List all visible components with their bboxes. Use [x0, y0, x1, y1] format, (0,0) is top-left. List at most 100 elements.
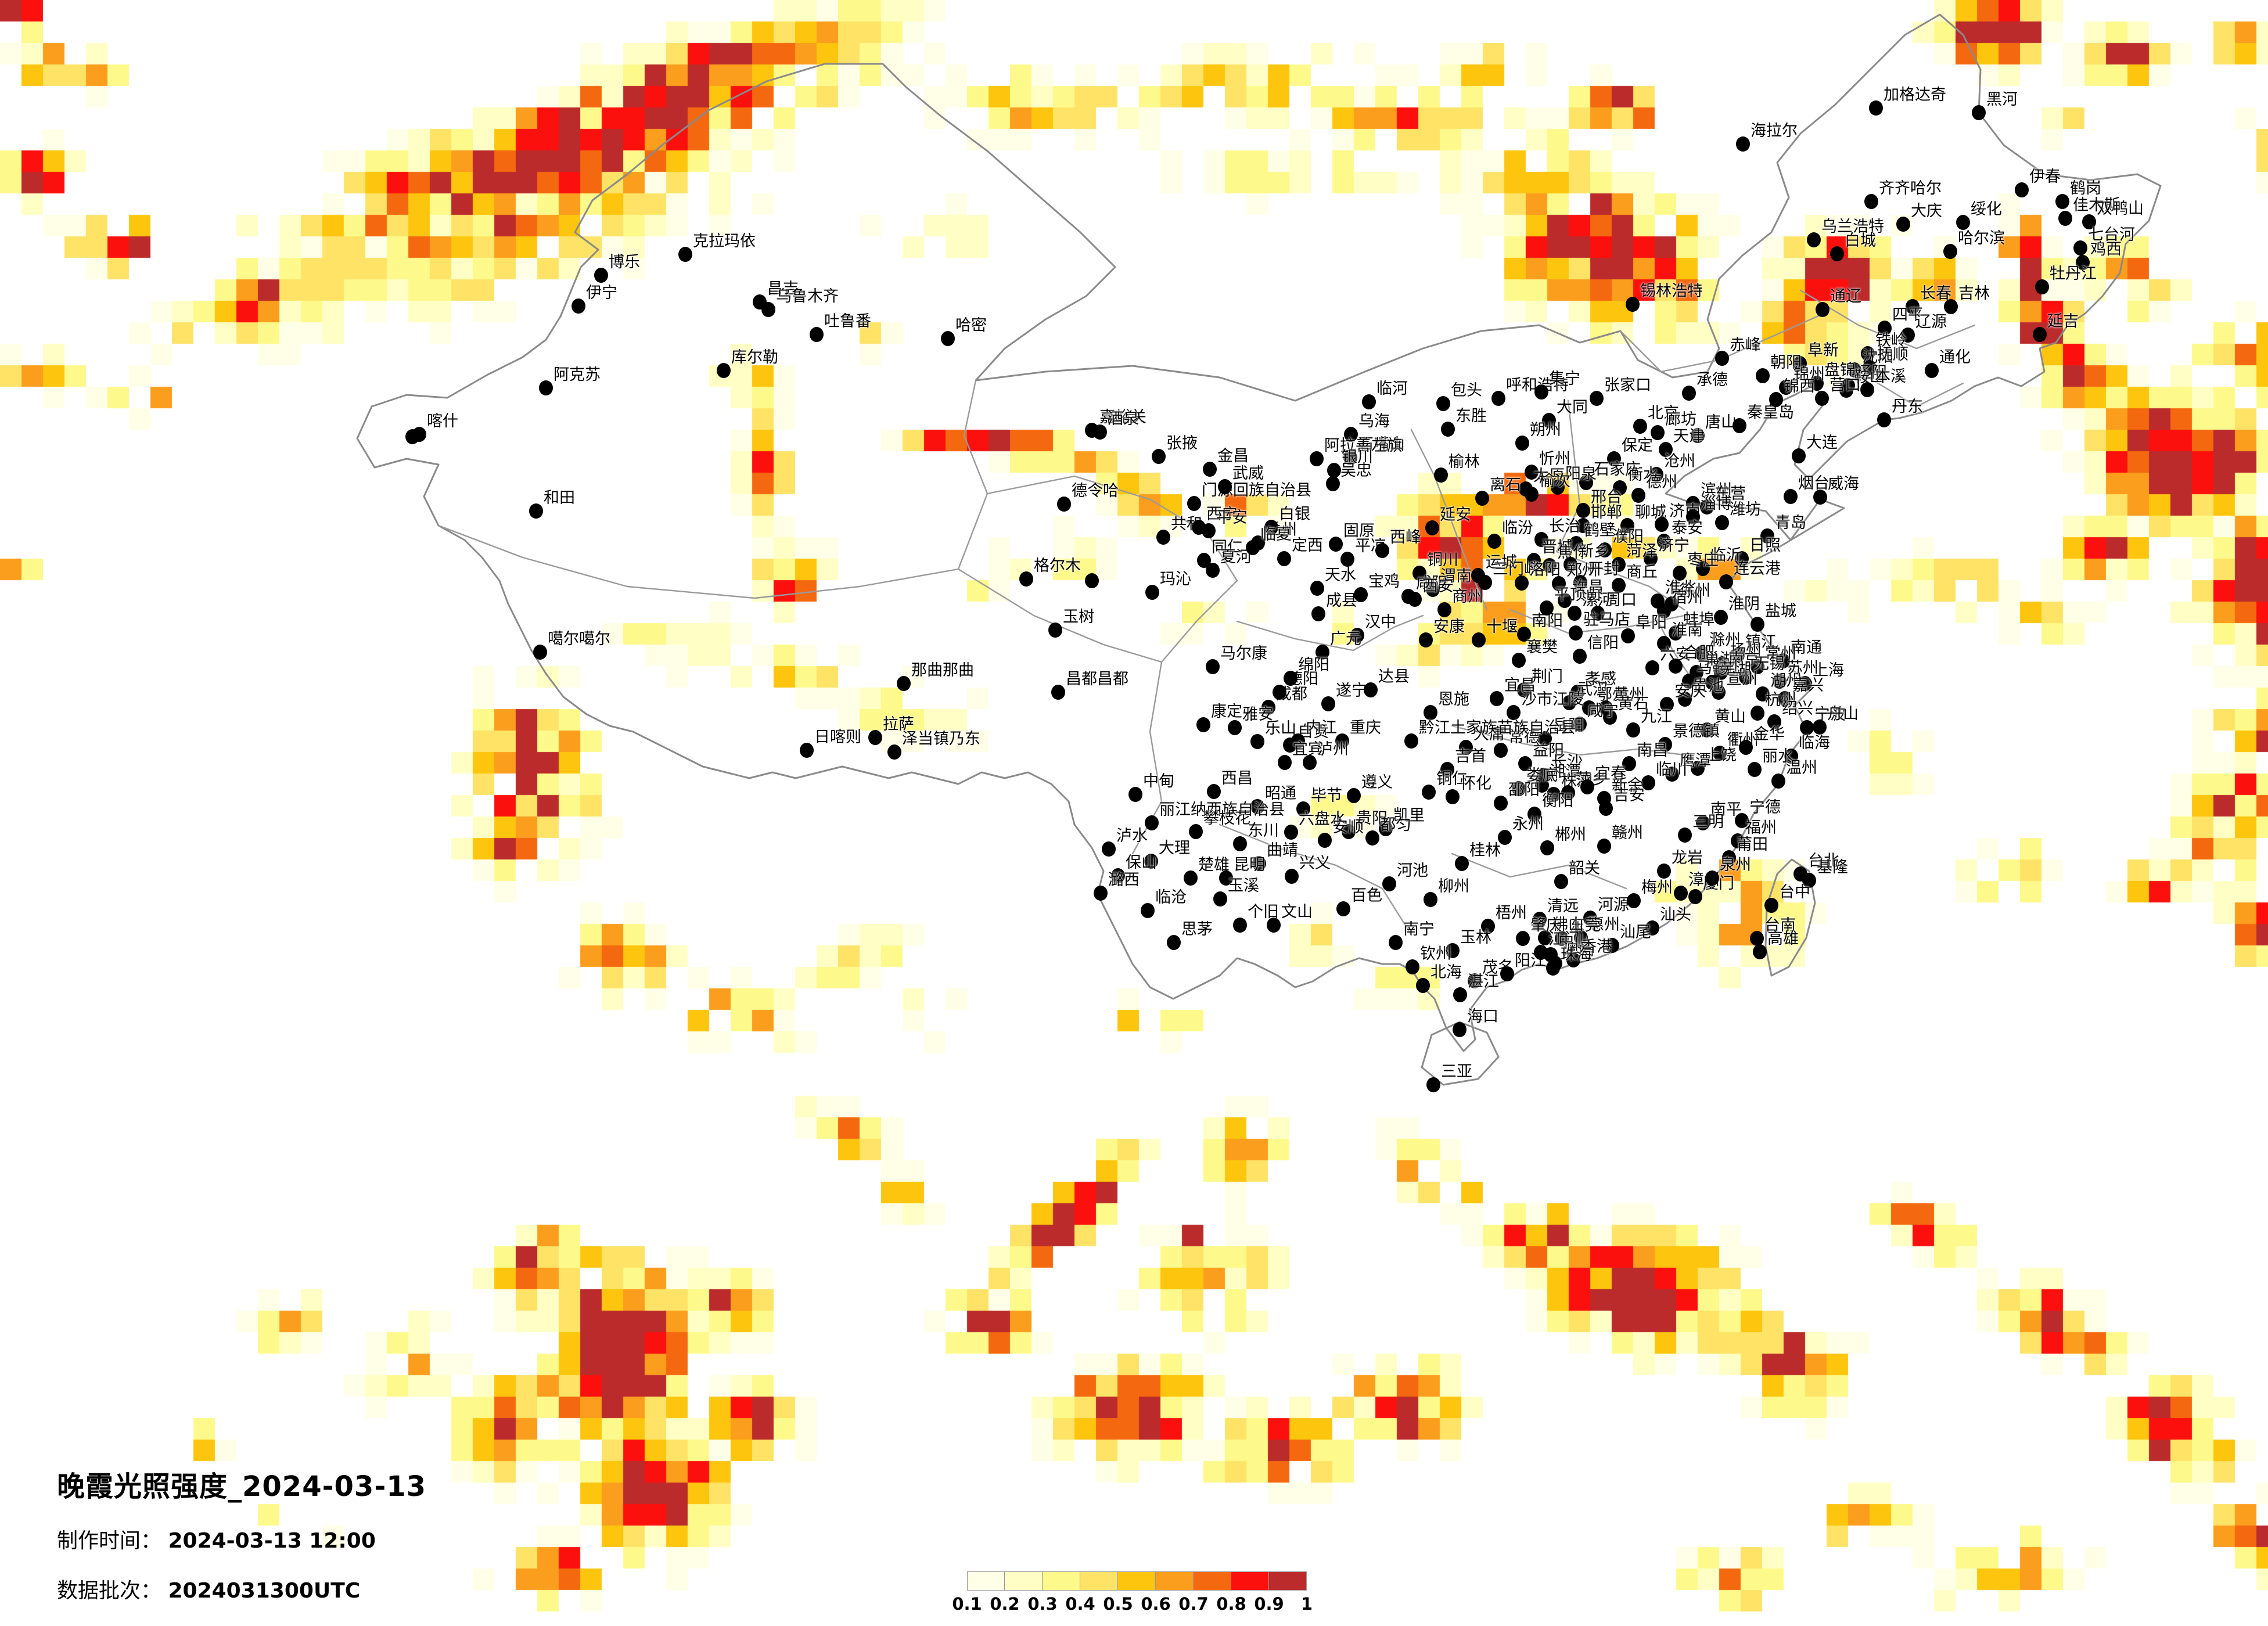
- city-marker: [2073, 240, 2087, 256]
- city-label: 成县: [1326, 592, 1357, 610]
- city-marker: [1682, 386, 1696, 401]
- province-boundary: [1555, 400, 1581, 553]
- city-marker: [1605, 938, 1619, 953]
- city-marker: [1649, 467, 1663, 482]
- city-label: 吴忠: [1340, 462, 1372, 480]
- city-marker: [1207, 784, 1221, 799]
- city-label: 郴州: [1555, 826, 1586, 844]
- city-label: 高雄: [1767, 930, 1799, 948]
- city-label: 天津: [1673, 427, 1705, 445]
- city-label: 博乐: [609, 253, 640, 271]
- city-label: 昌吉: [767, 280, 799, 298]
- city-label: 汕尾: [1620, 923, 1651, 941]
- city-label: 嘉兴: [1792, 677, 1824, 695]
- city-label: 河池: [1397, 862, 1428, 880]
- city-label: 黑河: [1986, 91, 2018, 109]
- city-marker: [1434, 467, 1448, 483]
- city-label: 大庆: [1911, 202, 1942, 220]
- city-marker: [1612, 578, 1626, 593]
- city-label: 泽当镇乃东: [902, 730, 980, 748]
- city-label: 铜仁: [1436, 770, 1468, 788]
- city-label: 驻马店: [1583, 611, 1630, 629]
- legend-swatch: [1231, 1571, 1269, 1591]
- city-marker: [1468, 973, 1482, 988]
- city-label: 汉中: [1365, 613, 1396, 631]
- city-label: 武威: [1232, 465, 1264, 483]
- city-marker: [1487, 534, 1501, 549]
- city-label: 福州: [1745, 819, 1777, 837]
- city-label: 无锡: [1753, 655, 1785, 673]
- city-label: 济宁: [1658, 537, 1690, 555]
- city-marker: [1792, 448, 1806, 463]
- city-marker: [1547, 787, 1561, 802]
- city-label: 通辽: [1830, 287, 1861, 305]
- city-marker: [1627, 893, 1641, 908]
- city-label: 苏州: [1787, 659, 1818, 677]
- city-label: 常州: [1765, 645, 1796, 663]
- city-label: 咸阳: [1416, 574, 1447, 592]
- city-label: 烟台: [1798, 474, 1830, 492]
- city-label: 康定: [1211, 703, 1242, 721]
- city-marker: [1583, 911, 1597, 926]
- city-label: 海拉尔: [1751, 122, 1798, 140]
- city-marker: [1773, 674, 1787, 689]
- legend-swatch: [1043, 1571, 1080, 1591]
- city-label: 大庸: [1473, 725, 1505, 743]
- city-label: 汕头: [1660, 906, 1691, 924]
- city-label: 宁德: [1749, 798, 1781, 816]
- city-label: 泰安: [1672, 519, 1703, 537]
- legend-swatch: [1005, 1571, 1043, 1591]
- city-marker: [1311, 606, 1325, 621]
- city-marker: [2033, 327, 2047, 342]
- city-marker: [1597, 839, 1611, 854]
- city-marker: [1534, 384, 1548, 400]
- city-label: 玛沁: [1160, 570, 1191, 588]
- city-label: 大理: [1159, 839, 1190, 857]
- city-label: 吉林: [1958, 285, 1990, 303]
- city-label: 延吉: [2047, 312, 2079, 330]
- city-label: 石嘴山: [1358, 436, 1405, 454]
- city-marker: [1733, 418, 1746, 433]
- city-marker: [1213, 891, 1227, 906]
- city-marker: [1533, 912, 1547, 927]
- city-marker: [1764, 898, 1778, 913]
- city-marker: [1425, 520, 1439, 535]
- city-marker: [1375, 543, 1389, 558]
- city-marker: [1555, 931, 1569, 946]
- province-boundary: [1451, 852, 1627, 890]
- city-marker: [539, 380, 553, 395]
- city-label: 滨州: [1701, 481, 1732, 499]
- city-label: 泸州: [1317, 740, 1349, 758]
- city-label: 常德: [1508, 728, 1540, 746]
- city-label: 日喀则: [814, 728, 861, 746]
- city-label: 噶尔噶尔: [548, 630, 610, 648]
- city-marker: [1277, 551, 1291, 566]
- city-label: 海口: [1467, 1008, 1498, 1026]
- city-marker: [897, 676, 911, 691]
- legend-tick-label: 0.3: [1027, 1594, 1058, 1614]
- city-label: 安康: [1433, 618, 1465, 636]
- city-label: 商丘: [1626, 563, 1658, 581]
- city-label: 曲靖: [1267, 841, 1298, 859]
- city-marker: [1525, 487, 1539, 502]
- city-marker: [1944, 299, 1958, 314]
- city-marker: [1264, 520, 1278, 535]
- city-marker: [1412, 566, 1426, 581]
- city-marker: [1691, 428, 1705, 443]
- city-marker: [405, 429, 419, 444]
- city-marker: [1252, 856, 1266, 871]
- city-label: 沧州: [1664, 452, 1695, 470]
- city-marker: [1558, 593, 1572, 608]
- city-label: 绵阳: [1298, 656, 1329, 674]
- city-marker: [1206, 563, 1220, 578]
- city-marker: [1206, 659, 1220, 674]
- province-boundary: [1236, 614, 1424, 652]
- city-label: 攀枝花: [1203, 810, 1250, 828]
- city-label: 宣州: [1726, 670, 1757, 688]
- city-marker: [1453, 987, 1467, 1002]
- city-label: 锦州: [1793, 365, 1825, 383]
- city-label: 新乡: [1578, 542, 1609, 560]
- city-marker: [1810, 376, 1824, 391]
- city-label: 徐州: [1679, 582, 1710, 600]
- city-marker: [2058, 211, 2072, 226]
